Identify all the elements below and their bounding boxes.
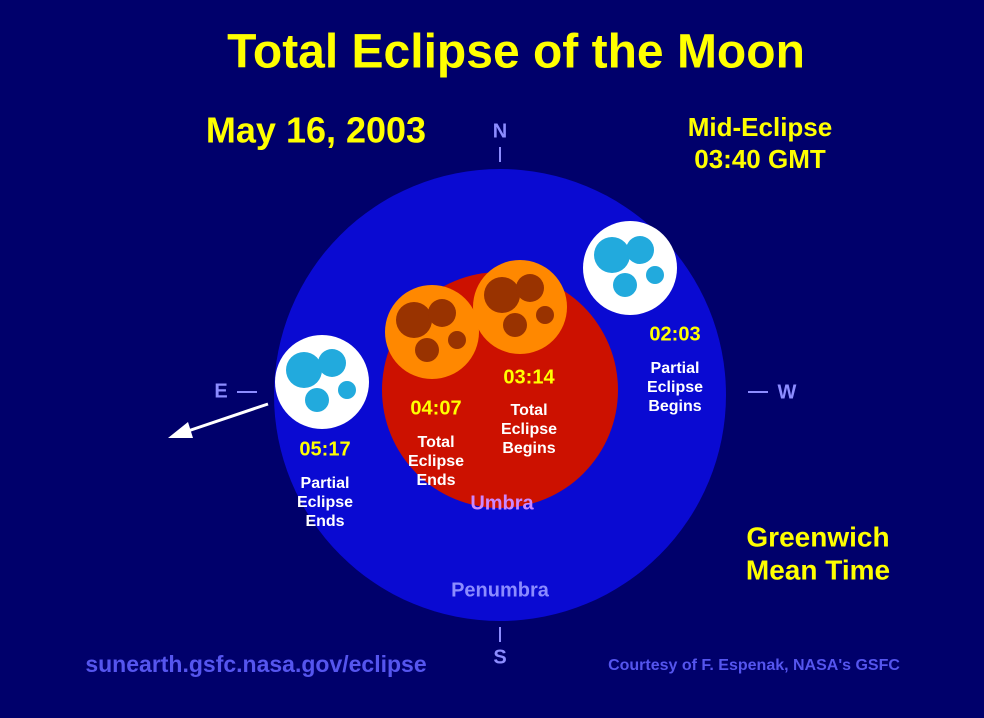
compass-s: S — [493, 646, 506, 668]
event-label: Eclipse — [297, 494, 353, 511]
moon-partial-begins — [583, 221, 677, 315]
event-label: Begins — [648, 398, 701, 415]
timezone: Mean Time — [746, 554, 890, 585]
event-label: Ends — [416, 472, 455, 489]
compass-n: N — [493, 120, 507, 142]
event-label: Partial — [301, 475, 350, 492]
event-label: Partial — [651, 360, 700, 377]
compass-e: E — [214, 380, 227, 402]
motion-arrow — [168, 402, 269, 438]
event-time: 02:03 — [649, 323, 700, 345]
event-label: Total — [417, 434, 454, 451]
moon-total-begins — [473, 260, 567, 354]
event-label: Eclipse — [647, 379, 703, 396]
event-label: Begins — [502, 440, 555, 457]
moon-partial-ends — [275, 335, 369, 429]
title: Total Eclipse of the Moon — [227, 26, 805, 79]
moon-total-ends — [385, 285, 479, 379]
url: sunearth.gsfc.nasa.gov/eclipse — [85, 651, 426, 677]
mid-eclipse-label: Mid-Eclipse — [688, 112, 832, 142]
event-label: Ends — [305, 513, 344, 530]
event-time: 04:07 — [410, 397, 461, 419]
event-label: Total — [510, 402, 547, 419]
credit: Courtesy of F. Espenak, NASA's GSFC — [608, 657, 900, 674]
event-time: 05:17 — [299, 438, 350, 460]
date: May 16, 2003 — [206, 110, 426, 151]
penumbra-label: Penumbra — [451, 579, 550, 601]
event-time: 03:14 — [503, 366, 555, 388]
mid-eclipse-time: 03:40 GMT — [694, 144, 826, 174]
umbra-label: Umbra — [470, 492, 534, 514]
event-label: Eclipse — [408, 453, 464, 470]
timezone: Greenwich — [746, 521, 889, 552]
event-label: Eclipse — [501, 421, 557, 438]
compass-w: W — [778, 381, 797, 403]
